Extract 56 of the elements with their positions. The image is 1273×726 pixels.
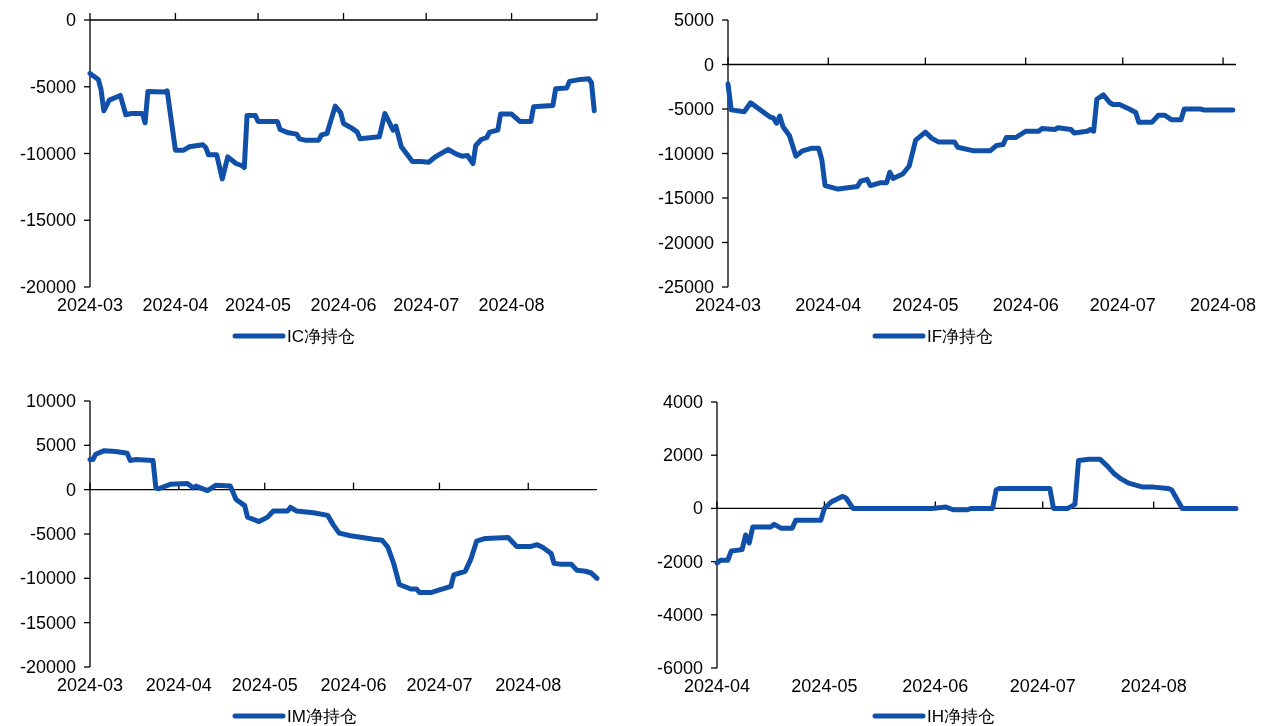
y-tick-label: 0 [65, 10, 76, 30]
x-tick-label: 2024-04 [145, 675, 212, 695]
y-tick-label: 0 [703, 54, 714, 75]
legend-label: IC净持仓 [287, 327, 355, 346]
x-tick-label: 2024-05 [231, 675, 298, 695]
x-tick-label: 2024-08 [478, 295, 545, 315]
x-tick-label: 2024-06 [992, 295, 1059, 315]
y-tick-label: -4000 [656, 604, 703, 625]
x-tick-label: 2024-03 [56, 675, 124, 695]
x-tick-label: 2024-05 [225, 295, 292, 315]
y-tick-label: -20000 [657, 232, 714, 253]
x-tick-label: 2024-07 [406, 675, 473, 695]
y-tick-label: -5000 [29, 524, 76, 544]
legend-label: IM净持仓 [287, 707, 357, 726]
legend: IH净持仓 [872, 707, 995, 726]
y-tick-label: -20000 [19, 657, 76, 677]
y-tick-label: -10000 [19, 143, 76, 164]
legend-label: IH净持仓 [927, 707, 995, 726]
y-tick-label: -15000 [19, 210, 76, 231]
x-tick-label: 2024-06 [310, 295, 377, 315]
x-tick-label: 2024-06 [902, 676, 969, 696]
y-tick-label: -20000 [19, 277, 76, 297]
x-tick-label: 2024-03 [694, 295, 762, 315]
y-tick-label: -6000 [656, 658, 703, 678]
x-tick-label: 2024-07 [1009, 676, 1076, 696]
y-tick-label: 10000 [25, 391, 76, 411]
x-tick-label: 2024-08 [495, 675, 562, 695]
y-tick-label: -25000 [657, 277, 714, 297]
y-tick-label: -15000 [657, 188, 714, 208]
y-tick-label: 0 [692, 498, 703, 519]
x-tick-label: 2024-03 [56, 295, 124, 315]
y-tick-label: -5000 [29, 76, 76, 97]
y-tick-label: 5000 [35, 435, 76, 456]
x-tick-label: 2024-08 [1120, 676, 1187, 696]
legend: IM净持仓 [232, 707, 357, 726]
x-tick-label: 2024-05 [892, 295, 959, 315]
x-tick-label: 2024-04 [142, 295, 209, 315]
y-tick-label: -2000 [656, 551, 703, 572]
legend-label: IF净持仓 [927, 327, 994, 346]
y-tick-label: 4000 [662, 392, 703, 412]
x-tick-label: 2024-07 [1089, 295, 1156, 315]
y-tick-label: -10000 [657, 143, 714, 164]
y-tick-label: -5000 [667, 99, 714, 119]
y-tick-label: -10000 [19, 568, 76, 589]
x-tick-label: 2024-04 [795, 295, 862, 315]
y-tick-label: 5000 [673, 10, 714, 30]
legend: IC净持仓 [232, 327, 355, 346]
y-tick-label: 2000 [662, 445, 703, 466]
x-tick-label: 2024-04 [683, 676, 751, 696]
x-tick-label: 2024-06 [320, 675, 387, 695]
x-tick-label: 2024-08 [1190, 295, 1257, 315]
legend: IF净持仓 [872, 327, 994, 346]
x-tick-label: 2024-05 [791, 676, 858, 696]
x-tick-label: 2024-07 [393, 295, 460, 315]
y-tick-label: -15000 [19, 612, 76, 633]
y-tick-label: 0 [65, 479, 76, 500]
